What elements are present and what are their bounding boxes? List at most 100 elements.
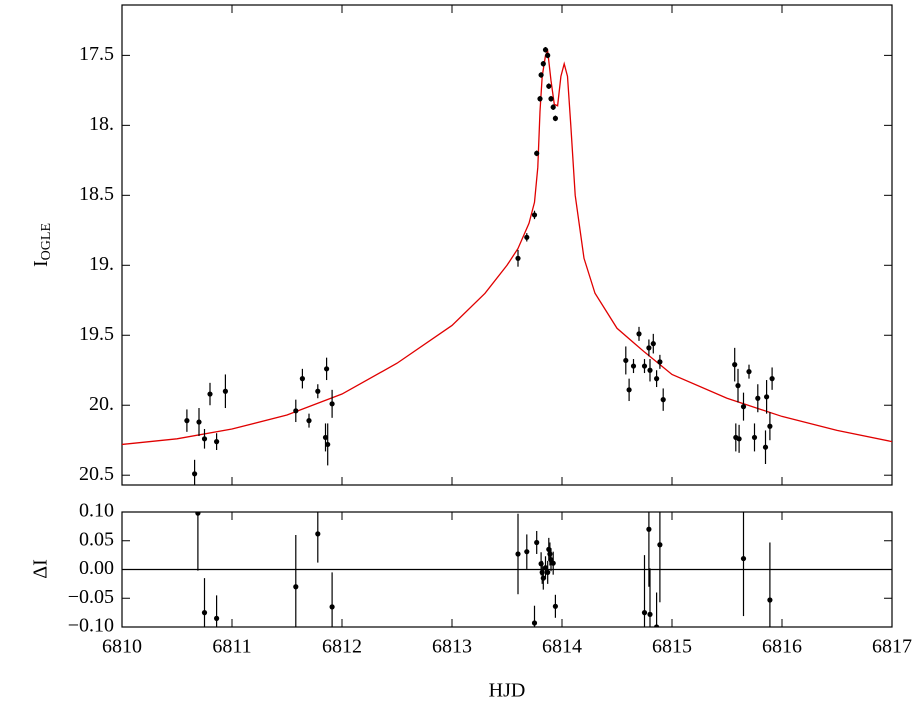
data-point xyxy=(515,551,521,557)
data-point xyxy=(751,434,758,441)
data-point xyxy=(201,610,208,616)
data-point xyxy=(650,341,656,347)
data-point xyxy=(626,387,632,393)
x-tick-label: 6817 xyxy=(872,636,912,658)
data-point xyxy=(540,61,546,67)
data-point xyxy=(654,624,660,627)
data-point xyxy=(654,376,660,382)
data-point xyxy=(315,388,321,394)
data-point xyxy=(657,359,663,365)
data-point xyxy=(767,423,773,429)
data-point xyxy=(746,369,752,375)
x-tick-label: 6814 xyxy=(542,636,582,658)
y-tick-label: 20. xyxy=(89,393,114,415)
data-point xyxy=(545,569,551,575)
y-label-sub: OGLE xyxy=(39,223,54,260)
data-point xyxy=(534,150,540,156)
data-point xyxy=(195,512,201,516)
data-point xyxy=(636,331,642,337)
x-tick-label: 6813 xyxy=(432,636,472,658)
data-point xyxy=(325,441,331,448)
y-tick-label: −0.05 xyxy=(68,586,114,608)
data-point xyxy=(201,436,208,442)
data-point xyxy=(646,345,652,351)
y-axis-label: IOGLE xyxy=(30,223,55,267)
data-point xyxy=(306,418,312,424)
data-point xyxy=(534,539,540,546)
data-point xyxy=(755,395,761,401)
data-point xyxy=(214,439,220,445)
data-point xyxy=(315,531,321,537)
data-point xyxy=(214,615,220,621)
data-point xyxy=(647,367,653,373)
data-point xyxy=(322,434,329,441)
data-point xyxy=(550,560,556,566)
data-point xyxy=(547,551,553,557)
data-point xyxy=(524,549,530,555)
data-point xyxy=(293,584,299,590)
data-point xyxy=(550,104,556,110)
data-point xyxy=(324,366,330,372)
x-axis-label: HJD xyxy=(489,680,526,702)
data-point xyxy=(329,401,335,407)
data-point xyxy=(767,597,773,603)
y-tick-label: 20.5 xyxy=(79,463,114,485)
data-point xyxy=(740,404,747,410)
data-point xyxy=(552,115,559,121)
data-point xyxy=(293,408,299,414)
x-tick-label: 6816 xyxy=(762,636,802,658)
y-tick-label: 0.00 xyxy=(79,557,114,579)
x-tick-label: 6811 xyxy=(212,636,251,658)
data-point xyxy=(222,388,228,394)
data-point xyxy=(641,363,648,369)
y-axis-label: ΔI xyxy=(30,559,52,579)
y-tick-label: 19.5 xyxy=(79,323,114,345)
data-point xyxy=(515,255,521,261)
data-point xyxy=(740,555,747,562)
data-point xyxy=(538,72,544,78)
data-point xyxy=(764,394,770,400)
y-tick-label: 17.5 xyxy=(79,43,114,65)
model-curve xyxy=(122,48,892,446)
data-point xyxy=(545,52,551,58)
data-point xyxy=(207,391,213,397)
data-point xyxy=(299,376,305,382)
data-point xyxy=(537,96,543,102)
data-point xyxy=(623,357,629,364)
data-point xyxy=(329,604,335,610)
data-point xyxy=(196,419,202,425)
plot-area xyxy=(195,512,773,627)
data-point xyxy=(531,620,538,626)
data-point xyxy=(630,363,637,369)
data-point xyxy=(539,569,545,575)
data-point xyxy=(769,376,775,382)
top-panel-frame xyxy=(121,4,893,486)
data-point xyxy=(531,212,538,218)
data-point xyxy=(540,575,546,581)
data-point xyxy=(647,611,653,617)
data-point xyxy=(657,542,663,548)
y-tick-label: 0.05 xyxy=(79,528,114,550)
data-point xyxy=(732,362,738,368)
plot-area xyxy=(122,46,892,485)
data-point xyxy=(542,565,549,571)
data-point xyxy=(548,96,554,102)
data-point xyxy=(538,561,544,567)
y-tick-label: 18.5 xyxy=(79,183,114,205)
y-tick-label: 18. xyxy=(89,113,114,135)
data-point xyxy=(660,397,666,403)
x-tick-label: 6815 xyxy=(652,636,692,658)
y-tick-label: 19. xyxy=(89,253,114,275)
data-point xyxy=(641,610,648,616)
data-point xyxy=(552,603,559,609)
x-tick-label: 6810 xyxy=(102,636,142,658)
data-point xyxy=(524,234,530,240)
y-tick-label: −0.10 xyxy=(68,615,114,637)
data-point xyxy=(192,471,198,477)
data-point xyxy=(542,47,549,53)
data-point xyxy=(762,444,769,450)
data-point xyxy=(184,418,190,424)
x-tick-label: 6812 xyxy=(322,636,362,658)
data-point xyxy=(646,526,652,532)
